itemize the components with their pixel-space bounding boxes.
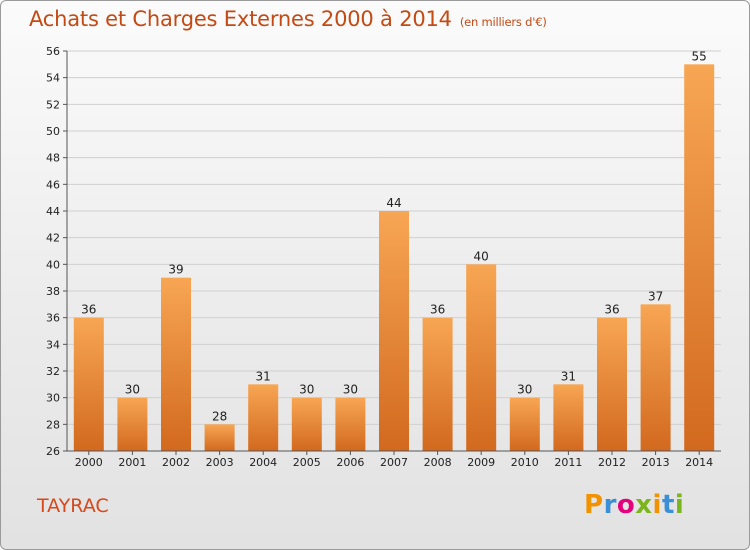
y-tick-label: 30 <box>46 392 60 405</box>
bar <box>335 397 366 451</box>
logo-letter: r <box>603 490 617 520</box>
y-tick-label: 56 <box>46 45 60 58</box>
bar <box>291 397 322 451</box>
proxiti-logo: Proxiti <box>584 490 684 520</box>
y-tick-label: 36 <box>46 312 60 325</box>
x-tick-label: 2008 <box>424 456 452 469</box>
y-tick-label: 52 <box>46 98 60 111</box>
bar-value-label: 36 <box>604 303 619 317</box>
bar-value-label: 31 <box>561 369 576 383</box>
bar <box>509 397 540 451</box>
bar <box>248 384 279 451</box>
x-tick-label: 2000 <box>75 456 103 469</box>
bar-value-label: 37 <box>648 289 663 303</box>
bar <box>466 264 497 451</box>
y-tick-label: 28 <box>46 418 60 431</box>
x-tick-label: 2011 <box>554 456 582 469</box>
x-tick-label: 2013 <box>642 456 670 469</box>
y-tick-label: 42 <box>46 232 60 245</box>
y-tick-label: 54 <box>46 72 60 85</box>
bar <box>73 317 104 451</box>
x-tick-label: 2002 <box>162 456 190 469</box>
bar-value-label: 30 <box>517 383 532 397</box>
logo-letter: P <box>584 490 604 520</box>
bar-value-label: 31 <box>256 369 271 383</box>
unit-label: (en milliers d'€) <box>459 15 547 29</box>
x-tick-label: 2003 <box>206 456 234 469</box>
bar-value-label: 55 <box>692 49 707 63</box>
bar-value-label: 30 <box>343 383 358 397</box>
logo-letter: i <box>652 490 662 520</box>
bar-value-label: 28 <box>212 409 227 423</box>
x-axis: 2000 2001 2002 2003 2004 2005 2006 2007 2008 2009… <box>67 450 721 469</box>
x-tick-label: 2010 <box>511 456 539 469</box>
bar <box>422 317 453 451</box>
x-tick-label: 2012 <box>598 456 626 469</box>
bar <box>597 317 627 451</box>
y-tick-label: 32 <box>46 365 60 378</box>
y-tick-label: 50 <box>46 125 60 138</box>
y-tick-label: 38 <box>46 285 60 298</box>
y-axis: 26 28 30 32 34 36 38 40 42 44 46 48 50 52 54 56 <box>46 45 68 458</box>
y-tick-label: 44 <box>46 205 60 218</box>
y-tick-label: 34 <box>46 338 60 351</box>
bar <box>640 304 671 451</box>
bar-value-label: 30 <box>125 383 140 397</box>
x-tick-label: 2004 <box>249 456 277 469</box>
bars: 36 30 39 28 31 30 30 44 36 40 30 31 36 37 55 <box>73 49 715 452</box>
chart-title: Achats et Charges Externes 2000 à 2014 (e… <box>29 7 547 31</box>
y-tick-label: 40 <box>46 258 60 271</box>
y-tick-label: 46 <box>46 178 60 191</box>
x-tick-label: 2009 <box>467 456 495 469</box>
title-text: Achats et Charges Externes 2000 à 2014 <box>29 7 452 31</box>
bar-value-label: 30 <box>299 383 314 397</box>
x-tick-label: 2001 <box>118 456 146 469</box>
bar <box>379 211 409 451</box>
logo-letter: t <box>661 490 675 520</box>
bar <box>161 277 191 451</box>
y-tick-label: 26 <box>46 445 60 458</box>
bar <box>204 424 235 451</box>
x-tick-label: 2007 <box>380 456 408 469</box>
bar-value-label: 40 <box>474 249 489 263</box>
bar-value-label: 36 <box>81 303 96 317</box>
x-tick-label: 2014 <box>685 456 713 469</box>
bar-value-label: 36 <box>430 303 445 317</box>
bar <box>553 384 584 451</box>
bar <box>684 64 715 452</box>
bar-value-label: 44 <box>386 196 401 210</box>
logo-letter: o <box>616 490 636 520</box>
bar-value-label: 39 <box>168 263 183 277</box>
commune-name: TAYRAC <box>37 495 109 517</box>
x-tick-label: 2006 <box>336 456 364 469</box>
logo-letter: x <box>635 490 653 520</box>
bar <box>117 397 148 451</box>
x-tick-label: 2005 <box>293 456 321 469</box>
logo-letter: i <box>674 490 685 520</box>
y-tick-label: 48 <box>46 152 60 165</box>
